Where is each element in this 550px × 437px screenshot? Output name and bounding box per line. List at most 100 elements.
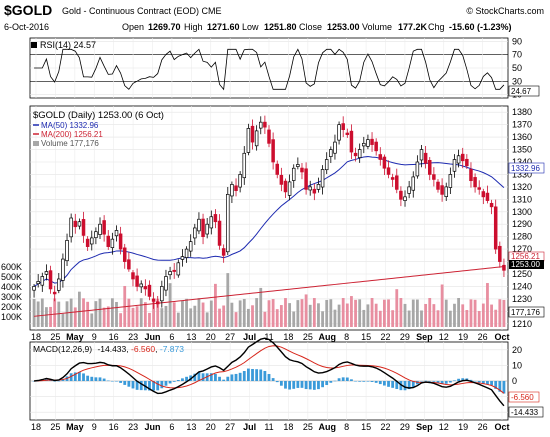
- volume-bar: [115, 301, 118, 327]
- candle-body: [234, 185, 238, 191]
- volume-bar: [143, 302, 147, 327]
- candle-body: [127, 259, 131, 270]
- candle-body: [52, 291, 57, 295]
- volume-bar: [139, 298, 143, 327]
- volume-bar: [370, 298, 374, 327]
- volume-bar: [131, 307, 135, 327]
- price-axis-tick: 1280: [512, 232, 532, 242]
- chg-label: Chg: [428, 22, 445, 32]
- candle-body: [485, 192, 490, 201]
- macd-histogram-bar: [284, 381, 287, 389]
- candle-body: [131, 272, 135, 280]
- volume-bar: [246, 308, 250, 327]
- macd-histogram-bar: [333, 380, 337, 382]
- volume-bar: [333, 309, 337, 327]
- candle-body: [473, 177, 477, 188]
- volume-bar: [135, 306, 139, 327]
- macd-histogram-bar: [436, 381, 440, 383]
- candle-body: [77, 221, 82, 227]
- volume-bar: [473, 299, 477, 327]
- macd-histogram-bar: [428, 381, 432, 382]
- macd-histogram-bar: [94, 377, 98, 381]
- watermark: © StockCharts.com: [466, 6, 544, 16]
- volume-bar: [172, 302, 176, 327]
- volume-bar: [465, 310, 469, 327]
- volume-bar: [119, 313, 123, 327]
- macd-histogram-bar: [110, 381, 114, 382]
- candle-body: [143, 286, 148, 290]
- macd-histogram-bar: [193, 373, 197, 381]
- candle-body: [440, 185, 444, 195]
- macd-histogram-bar: [127, 381, 131, 387]
- candle-body: [378, 154, 383, 160]
- volume-bar: [436, 310, 440, 327]
- macd-histogram-bar: [341, 377, 345, 381]
- macd-histogram-bar: [176, 380, 180, 381]
- volume-bar: [185, 298, 188, 327]
- volume-bar: [391, 310, 395, 327]
- volume-bar: [65, 301, 69, 327]
- macd-histogram-bar: [403, 381, 407, 391]
- candle-body: [90, 237, 94, 245]
- x-axis-tick: 18: [31, 332, 41, 342]
- candle-body: [61, 258, 65, 281]
- volume-bar: [209, 300, 213, 327]
- candle-body: [164, 276, 168, 291]
- macd-histogram-bar: [387, 381, 390, 387]
- volume-bar: [214, 283, 217, 327]
- volume-bar: [284, 298, 287, 327]
- volume-bar: [36, 301, 40, 327]
- volume-bar: [444, 299, 448, 327]
- macd-histogram-bar: [374, 381, 378, 383]
- volume-bar: [395, 289, 399, 327]
- volume-bar: [45, 307, 48, 327]
- candle-body: [333, 141, 337, 154]
- volume-bar: [494, 309, 498, 327]
- candle-body: [287, 181, 292, 196]
- price-axis-tick: 1340: [512, 157, 532, 167]
- volume-bar: [73, 307, 77, 327]
- x-axis-tick: 11: [264, 332, 273, 342]
- macd-histogram-bar: [432, 381, 436, 382]
- volume-bar: [420, 310, 423, 327]
- signal-value: -6.560: [131, 344, 155, 354]
- macd-histogram-bar: [242, 371, 246, 381]
- chart-header: $GOLD Gold - Continuous Contract (EOD) C…: [0, 0, 550, 38]
- x-axis-tick: May: [66, 332, 84, 342]
- volume-bar: [296, 300, 300, 327]
- x-axis-tick-bottom: 15: [361, 422, 371, 432]
- volume-bar: [156, 298, 160, 327]
- macd-histogram-bar: [321, 381, 324, 388]
- x-axis-tick-bottom: Oct: [494, 422, 509, 432]
- candle-body: [283, 180, 288, 193]
- x-axis-tick: 29: [400, 332, 410, 342]
- volume-bar: [255, 298, 259, 327]
- price-axis-tick: 1240: [512, 281, 532, 291]
- volume-axis-tick: 400K: [1, 282, 22, 292]
- volume-bar: [308, 304, 312, 327]
- candle-body: [197, 218, 201, 232]
- candle-body: [102, 220, 106, 235]
- candle-body: [94, 231, 98, 239]
- x-axis-tick: Oct: [494, 332, 509, 342]
- candle-body: [419, 149, 424, 161]
- candle-body: [436, 181, 440, 190]
- close-tag: [509, 260, 544, 269]
- volume-bar: [32, 299, 36, 327]
- x-axis-tick-bottom: Aug: [319, 422, 337, 432]
- candle-body: [444, 186, 448, 198]
- macd-histogram-bar: [300, 381, 304, 388]
- candle-body: [271, 139, 275, 163]
- candle-body: [205, 223, 209, 235]
- price-candles: [32, 115, 506, 309]
- volume-bar: [383, 299, 386, 327]
- macd-histogram-bar: [271, 378, 275, 381]
- x-axis-tick: 19: [458, 332, 468, 342]
- volume-legend-swatch: [33, 141, 39, 146]
- x-axis-tick-bottom: 25: [50, 422, 60, 432]
- volume-bar: [275, 309, 279, 327]
- volume-tag: [508, 306, 545, 318]
- x-axis-tick-bottom: Jun: [144, 422, 160, 432]
- volume-bar: [325, 299, 329, 327]
- chg-value: -15.60 (-1.23%): [449, 22, 512, 32]
